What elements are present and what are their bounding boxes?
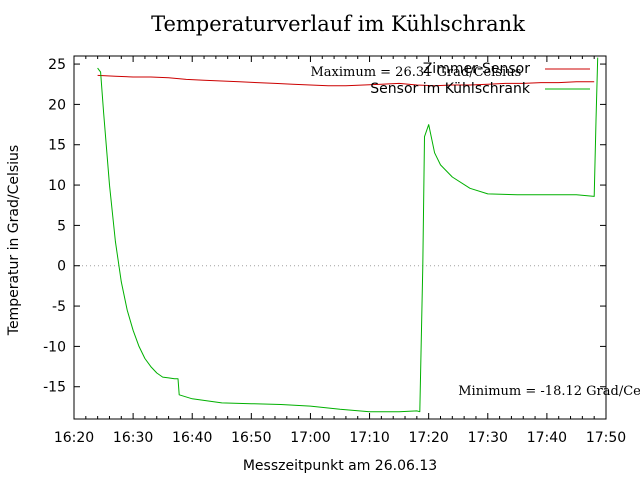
x-tick-label: 17:40	[527, 430, 567, 446]
y-tick-label: 0	[57, 259, 66, 275]
x-tick-label: 17:50	[586, 430, 626, 446]
y-tick-label: -10	[43, 339, 66, 355]
x-tick-label: 16:30	[113, 430, 153, 446]
series-layer	[97, 57, 599, 413]
x-axis-label: Messzeitpunkt am 26.06.13	[243, 458, 437, 474]
x-tick-label: 17:10	[349, 430, 389, 446]
x-tick-label: 17:20	[408, 430, 448, 446]
series-line-1	[97, 57, 599, 413]
y-tick-label: 5	[57, 218, 66, 234]
plot-area: -15 -10 -5 0 5 10 15 20 25 16:20 16:30 16:40 16:50 17…	[43, 55, 626, 446]
annotation-maximum: Maximum = 26.31 Grad/Celsius	[310, 65, 521, 80]
plot-frame	[73, 55, 607, 420]
y-tick-label: 10	[48, 178, 66, 194]
x-tick-label: 17:00	[290, 430, 330, 446]
y-axis-label: Temperatur in Grad/Celsius	[6, 145, 22, 336]
x-tick-label: 17:30	[468, 430, 508, 446]
legend-label-zimmer-sensor: Zimmer-Sensor	[423, 61, 531, 77]
y-tick-label: 20	[48, 97, 66, 113]
annotation-minimum: Minimum = -18.12 Grad/Celsius	[458, 384, 640, 399]
x-tick-label: 16:50	[231, 430, 271, 446]
x-tick-label: 16:20	[54, 430, 94, 446]
legend: Zimmer-Sensor Sensor im Kühlschrank	[370, 61, 590, 97]
legend-label-sensor-im-kuehlschrank: Sensor im Kühlschrank	[370, 81, 531, 97]
series-line-0	[97, 74, 595, 87]
x-tick-label: 16:40	[172, 430, 212, 446]
y-tick-label: -5	[52, 299, 66, 315]
annotation-layer: Maximum = 26.31 Grad/Celsius Minimum = -…	[310, 65, 640, 399]
ticks-layer: -15 -10 -5 0 5 10 15 20 25 16:20 16:30 16:40 16:50 17…	[43, 56, 626, 446]
y-tick-label: 25	[48, 57, 66, 73]
y-tick-label: 15	[48, 138, 66, 154]
y-tick-label: -15	[43, 380, 66, 396]
chart-title: Temperaturverlauf im Kühlschrank	[151, 12, 525, 36]
